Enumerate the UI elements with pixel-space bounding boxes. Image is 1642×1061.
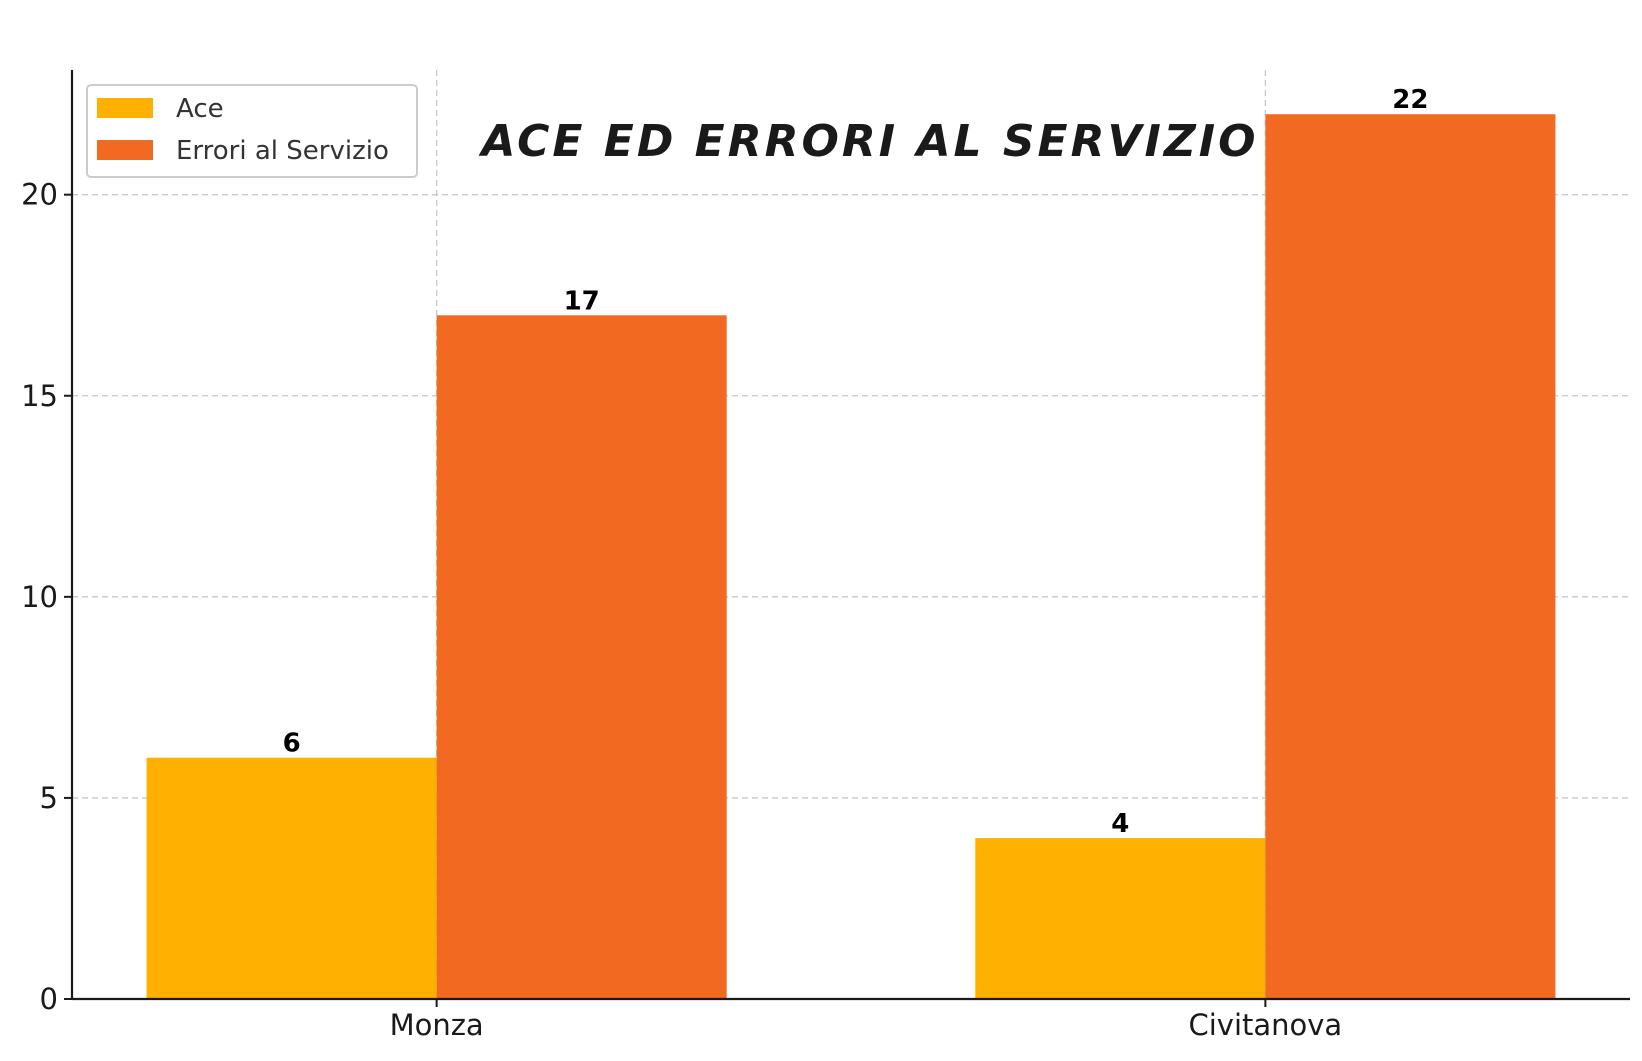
y-tick-label: 5 xyxy=(40,781,58,815)
y-tick-label: 15 xyxy=(21,379,58,413)
y-tick-label: 0 xyxy=(40,982,58,1016)
bar-ace-monza xyxy=(146,757,437,999)
bar-value-label: 4 xyxy=(1111,809,1129,839)
y-tick-label: 20 xyxy=(21,178,58,212)
axes xyxy=(70,70,1630,1001)
bar-ace-civitanova xyxy=(975,838,1266,999)
bar-value-label: 22 xyxy=(1392,85,1428,115)
x-axis-ticks: Monza Civitanova xyxy=(390,999,1342,1042)
bar-errori-al-servizio-monza xyxy=(436,315,727,1000)
legend-swatch xyxy=(97,98,153,118)
legend-label: Errori al Servizio xyxy=(176,136,389,166)
bar-errori-al-servizio-civitanova xyxy=(1265,114,1556,999)
legend-label: Ace xyxy=(176,94,224,124)
x-tick-label: Civitanova xyxy=(1188,1008,1342,1042)
value-labels: 6 4 17 22 xyxy=(283,85,1429,839)
y-axis-ticks: 0 5 10 15 20 xyxy=(21,178,72,1016)
y-tick-label: 10 xyxy=(21,580,58,614)
chart-title: ACE ED ERRORI AL SERVIZIO xyxy=(478,116,1258,167)
legend-swatch xyxy=(97,140,153,160)
x-tick-label: Monza xyxy=(390,1008,484,1042)
legend: Ace Errori al Servizio xyxy=(86,84,418,178)
legend-frame xyxy=(86,84,418,178)
bars xyxy=(146,114,1556,1000)
bar-value-label: 17 xyxy=(564,286,600,316)
bar-value-label: 6 xyxy=(283,729,301,759)
